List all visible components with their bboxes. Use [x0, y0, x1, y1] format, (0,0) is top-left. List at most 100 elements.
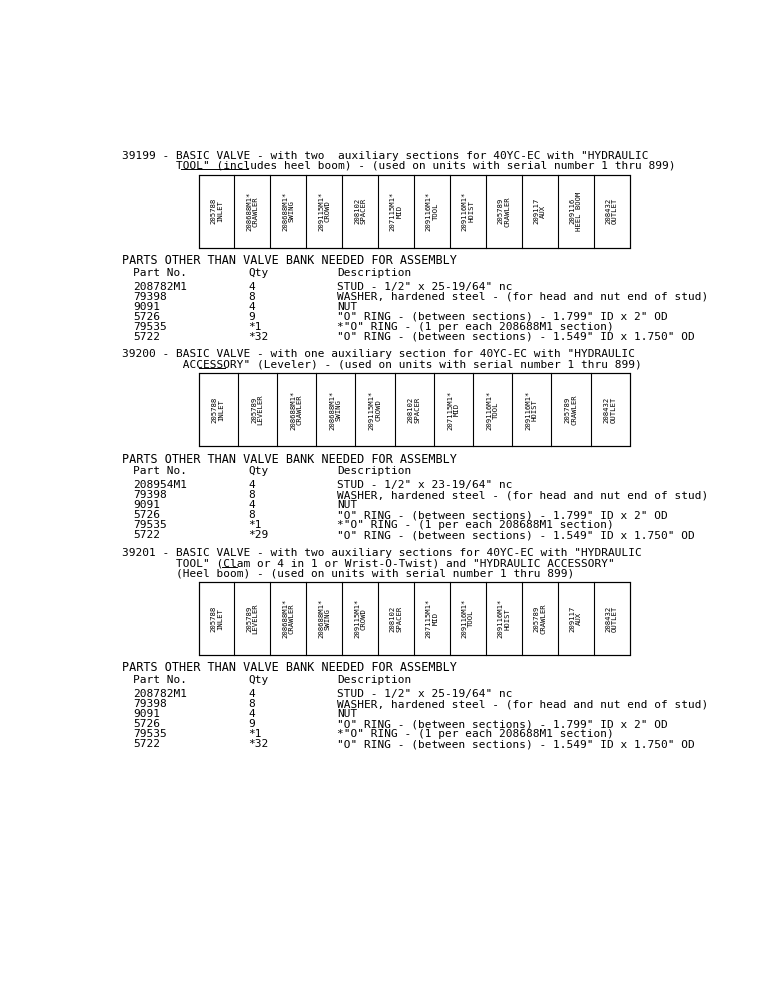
- Text: 5726: 5726: [133, 312, 160, 322]
- Text: *"O" RING - (1 per each 208688M1 section): *"O" RING - (1 per each 208688M1 section…: [337, 322, 614, 332]
- Text: 4: 4: [249, 480, 256, 490]
- Text: "O" RING - (between sections) - 1.549" ID x 1.750" OD: "O" RING - (between sections) - 1.549" I…: [337, 530, 695, 540]
- Text: 205789
CRAWLER: 205789 CRAWLER: [564, 395, 577, 425]
- Text: *"O" RING - (1 per each 208688M1 section): *"O" RING - (1 per each 208688M1 section…: [337, 520, 614, 530]
- Text: "O" RING - (between sections) - 1.799" ID x 2" OD: "O" RING - (between sections) - 1.799" I…: [337, 312, 668, 322]
- Text: 5722: 5722: [133, 530, 160, 540]
- Text: 208688M1*
CRAWLER: 208688M1* CRAWLER: [246, 192, 259, 231]
- Text: 9091: 9091: [133, 709, 160, 719]
- Text: Description: Description: [337, 466, 411, 477]
- Text: 208432
OUTLET: 208432 OUTLET: [605, 605, 618, 632]
- Text: (Heel boom) - (used on units with serial number 1 thru 899): (Heel boom) - (used on units with serial…: [121, 568, 574, 578]
- Text: 205788
INLET: 205788 INLET: [210, 198, 223, 224]
- Text: 208102
SPACER: 208102 SPACER: [390, 605, 402, 632]
- Text: *32: *32: [249, 332, 269, 342]
- Text: 208432
OUTLET: 208432 OUTLET: [604, 397, 616, 423]
- Text: 209116M1*
HOIST: 209116M1* HOIST: [526, 390, 538, 430]
- Text: Description: Description: [337, 268, 411, 278]
- Text: 8: 8: [249, 699, 256, 709]
- Text: 79535: 79535: [133, 322, 167, 332]
- Text: 209117
AUX: 209117 AUX: [533, 198, 546, 224]
- Text: 205789
LEVELER: 205789 LEVELER: [246, 603, 259, 634]
- Text: NUT: NUT: [337, 709, 357, 719]
- Text: WASHER, hardened steel - (for head and nut end of stud): WASHER, hardened steel - (for head and n…: [337, 699, 709, 709]
- Text: 208688M1*
CRAWLER: 208688M1* CRAWLER: [290, 390, 303, 430]
- Text: 4: 4: [249, 282, 256, 292]
- Text: 5722: 5722: [133, 739, 160, 749]
- Text: Part No.: Part No.: [133, 268, 187, 278]
- Text: 39199 - BASIC VALVE - with two  auxiliary sections for 40YC-EC with "HYDRAULIC: 39199 - BASIC VALVE - with two auxiliary…: [121, 151, 648, 161]
- Text: 208688M1*
SWING: 208688M1* SWING: [282, 192, 295, 231]
- Text: 209116M1*
HOIST: 209116M1* HOIST: [498, 599, 510, 638]
- Text: *1: *1: [249, 322, 262, 332]
- Text: 4: 4: [249, 709, 256, 719]
- Bar: [198, 582, 630, 655]
- Bar: [198, 373, 630, 446]
- Text: *1: *1: [249, 729, 262, 739]
- Text: TOOL" (Clam or 4 in 1 or Wrist-O-Twist) and "HYDRAULIC ACCESSORY": TOOL" (Clam or 4 in 1 or Wrist-O-Twist) …: [121, 558, 615, 568]
- Bar: [198, 175, 630, 248]
- Text: 4: 4: [249, 302, 256, 312]
- Text: NUT: NUT: [337, 302, 357, 312]
- Text: *1: *1: [249, 520, 262, 530]
- Text: 208432
OUTLET: 208432 OUTLET: [605, 198, 618, 224]
- Text: 4: 4: [249, 500, 256, 510]
- Text: NUT: NUT: [337, 500, 357, 510]
- Text: 79398: 79398: [133, 699, 167, 709]
- Text: 8: 8: [249, 510, 256, 520]
- Text: WASHER, hardened steel - (for head and nut end of stud): WASHER, hardened steel - (for head and n…: [337, 292, 709, 302]
- Text: 205789
CRAWLER: 205789 CRAWLER: [498, 196, 510, 227]
- Text: Qty: Qty: [249, 675, 269, 685]
- Text: 9: 9: [249, 719, 256, 729]
- Text: 205789
LEVELER: 205789 LEVELER: [251, 395, 263, 425]
- Text: 9: 9: [249, 312, 256, 322]
- Text: Qty: Qty: [249, 466, 269, 477]
- Text: 79535: 79535: [133, 729, 167, 739]
- Text: 79398: 79398: [133, 490, 167, 500]
- Text: 208102
SPACER: 208102 SPACER: [408, 397, 421, 423]
- Text: *32: *32: [249, 739, 269, 749]
- Text: Part No.: Part No.: [133, 466, 187, 477]
- Text: 207115M1*
MID: 207115M1* MID: [426, 599, 438, 638]
- Text: Qty: Qty: [249, 268, 269, 278]
- Text: 209115M1*
CROWD: 209115M1* CROWD: [354, 599, 367, 638]
- Text: "O" RING - (between sections) - 1.799" ID x 2" OD: "O" RING - (between sections) - 1.799" I…: [337, 719, 668, 729]
- Text: 5726: 5726: [133, 510, 160, 520]
- Text: 209115M1*
CROWD: 209115M1* CROWD: [369, 390, 381, 430]
- Text: 209116M1*
TOOL: 209116M1* TOOL: [426, 192, 438, 231]
- Text: 205788
INLET: 205788 INLET: [212, 397, 225, 423]
- Text: 205789
CRAWLER: 205789 CRAWLER: [533, 603, 546, 634]
- Text: 208782M1: 208782M1: [133, 282, 187, 292]
- Text: "O" RING - (between sections) - 1.799" ID x 2" OD: "O" RING - (between sections) - 1.799" I…: [337, 510, 668, 520]
- Text: 209116
HEEL BOOM: 209116 HEEL BOOM: [570, 192, 582, 231]
- Text: *"O" RING - (1 per each 208688M1 section): *"O" RING - (1 per each 208688M1 section…: [337, 729, 614, 739]
- Text: "O" RING - (between sections) - 1.549" ID x 1.750" OD: "O" RING - (between sections) - 1.549" I…: [337, 332, 695, 342]
- Text: WASHER, hardened steel - (for head and nut end of stud): WASHER, hardened steel - (for head and n…: [337, 490, 709, 500]
- Text: 5722: 5722: [133, 332, 160, 342]
- Text: 209117
AUX: 209117 AUX: [570, 605, 582, 632]
- Text: Part No.: Part No.: [133, 675, 187, 685]
- Text: 205788
INLET: 205788 INLET: [210, 605, 223, 632]
- Text: PARTS OTHER THAN VALVE BANK NEEDED FOR ASSEMBLY: PARTS OTHER THAN VALVE BANK NEEDED FOR A…: [121, 453, 456, 466]
- Text: 9091: 9091: [133, 500, 160, 510]
- Text: 4: 4: [249, 689, 256, 699]
- Text: 208782M1: 208782M1: [133, 689, 187, 699]
- Text: 5726: 5726: [133, 719, 160, 729]
- Text: STUD - 1/2" x 23-19/64" nc: STUD - 1/2" x 23-19/64" nc: [337, 480, 513, 490]
- Text: 208688M1*
CRAWLER: 208688M1* CRAWLER: [282, 599, 295, 638]
- Text: ACCESSORY" (Leveler) - (used on units with serial number 1 thru 899): ACCESSORY" (Leveler) - (used on units wi…: [121, 359, 642, 369]
- Text: 209115M1*
CROWD: 209115M1* CROWD: [318, 192, 330, 231]
- Text: 208688M1*
SWING: 208688M1* SWING: [330, 390, 342, 430]
- Text: *29: *29: [249, 530, 269, 540]
- Text: 79535: 79535: [133, 520, 167, 530]
- Text: 209116M1*
TOOL: 209116M1* TOOL: [486, 390, 499, 430]
- Text: 208688M1*
SWING: 208688M1* SWING: [318, 599, 330, 638]
- Text: 8: 8: [249, 292, 256, 302]
- Text: 208954M1: 208954M1: [133, 480, 187, 490]
- Text: "O" RING - (between sections) - 1.549" ID x 1.750" OD: "O" RING - (between sections) - 1.549" I…: [337, 739, 695, 749]
- Text: 79398: 79398: [133, 292, 167, 302]
- Text: 208102
SPACER: 208102 SPACER: [354, 198, 367, 224]
- Text: 209116M1*
HOIST: 209116M1* HOIST: [462, 192, 474, 231]
- Text: 39201 - BASIC VALVE - with two auxiliary sections for 40YC-EC with "HYDRAULIC: 39201 - BASIC VALVE - with two auxiliary…: [121, 548, 642, 558]
- Text: 9091: 9091: [133, 302, 160, 312]
